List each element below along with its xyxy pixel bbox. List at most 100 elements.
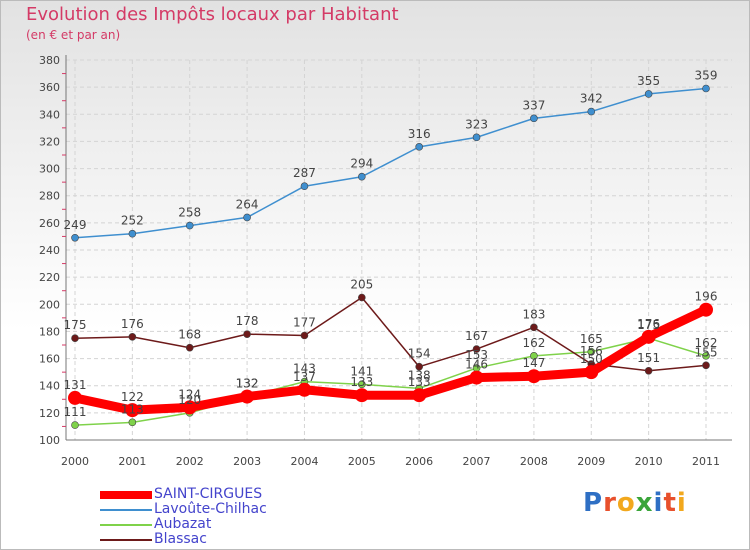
- x-tick-label: 2011: [692, 455, 720, 468]
- data-point: [644, 90, 653, 98]
- x-tick-label: 2004: [290, 455, 318, 468]
- y-tick-label: 180: [39, 325, 60, 338]
- data-label: 133: [408, 375, 431, 389]
- data-point: [358, 380, 366, 389]
- data-label: 323: [465, 117, 488, 131]
- data-point: [587, 347, 596, 356]
- y-tick-label: 300: [39, 163, 60, 176]
- data-point: [644, 366, 653, 375]
- logo-letter: o: [616, 488, 636, 518]
- y-tick-label: 200: [39, 298, 60, 311]
- y-tick-label: 220: [39, 271, 60, 284]
- data-label: 196: [695, 290, 718, 304]
- logo-letter: i: [676, 488, 687, 518]
- data-label: 147: [522, 356, 545, 370]
- series-line-0: [70, 305, 711, 415]
- data-point: [526, 369, 541, 384]
- data-point: [415, 143, 423, 151]
- data-point: [415, 362, 423, 371]
- data-label: 176: [121, 317, 144, 331]
- data-label: 141: [350, 364, 373, 378]
- y-tick-label: 160: [39, 353, 60, 366]
- data-label: 258: [178, 206, 201, 220]
- data-point: [584, 365, 599, 380]
- data-label: 342: [580, 92, 603, 106]
- data-label: 111: [64, 405, 87, 419]
- proxiti-logo: Proxiti: [583, 488, 687, 518]
- x-tick-label: 2010: [635, 455, 663, 468]
- legend-item: Aubazat: [100, 516, 400, 532]
- data-label: 143: [293, 362, 316, 376]
- data-point: [128, 229, 137, 238]
- data-label: 162: [695, 336, 718, 350]
- data-label: 162: [522, 336, 545, 350]
- data-point: [182, 400, 197, 415]
- data-point: [702, 84, 710, 93]
- logo-letter: r: [603, 488, 617, 518]
- data-label: 178: [236, 314, 259, 328]
- data-point: [300, 182, 309, 191]
- series-line-1: [74, 87, 707, 239]
- data-point: [530, 352, 538, 360]
- x-tick-label: 2005: [348, 455, 376, 468]
- data-point: [641, 329, 656, 344]
- data-point: [128, 418, 137, 427]
- data-point: [358, 172, 366, 181]
- logo-letter: t: [663, 488, 677, 518]
- data-label: 113: [121, 402, 144, 416]
- data-point: [702, 352, 710, 360]
- data-label: 359: [695, 69, 718, 83]
- x-tick-label: 2007: [463, 455, 491, 468]
- y-tick-label: 360: [39, 81, 60, 94]
- data-point: [530, 323, 538, 332]
- chart-title: Evolution des Impôts locaux par Habitant: [26, 4, 399, 25]
- data-label: 155: [695, 345, 718, 359]
- logo-letter: x: [635, 488, 654, 518]
- x-tick-label: 2000: [61, 455, 89, 468]
- data-label: 175: [64, 318, 87, 332]
- data-point: [472, 345, 481, 353]
- x-tick-label: 2006: [405, 455, 433, 468]
- data-point: [125, 403, 140, 418]
- data-label: 176: [637, 317, 660, 331]
- data-point: [412, 388, 427, 403]
- data-label: 205: [350, 278, 373, 292]
- legend-label: Blassac: [154, 531, 207, 547]
- data-label: 131: [64, 378, 87, 392]
- data-point: [243, 330, 251, 338]
- legend-item: SAINT-CIRGUES: [100, 486, 400, 502]
- data-label: 132: [236, 377, 259, 391]
- legend-label: SAINT-CIRGUES: [154, 486, 263, 502]
- logo-letter: P: [583, 488, 604, 518]
- x-tick-label: 2008: [520, 455, 548, 468]
- x-tick-label: 2002: [176, 455, 204, 468]
- data-point: [71, 421, 79, 429]
- data-label: 150: [580, 352, 603, 366]
- data-label: 132: [236, 377, 259, 391]
- data-point: [587, 107, 596, 116]
- data-label: 294: [350, 157, 373, 171]
- y-tick-label: 380: [39, 54, 60, 67]
- y-tick-label: 100: [39, 434, 60, 447]
- data-label: 156: [580, 344, 603, 358]
- data-label: 153: [465, 348, 488, 362]
- y-tick-label: 140: [39, 380, 60, 393]
- y-tick-label: 120: [39, 407, 60, 420]
- data-point: [472, 133, 481, 142]
- data-point: [185, 343, 194, 352]
- data-point: [702, 361, 710, 370]
- legend-swatch: [100, 524, 152, 526]
- data-label: 146: [465, 358, 488, 372]
- data-label: 183: [522, 307, 545, 321]
- y-tick-label: 260: [39, 217, 60, 230]
- x-tick-label: 2003: [233, 455, 261, 468]
- data-point: [128, 333, 137, 341]
- data-point: [358, 293, 366, 302]
- data-label: 355: [637, 74, 660, 88]
- data-point: [530, 114, 538, 123]
- legend-swatch: [100, 491, 152, 499]
- series-line-2: [74, 337, 707, 426]
- y-tick-label: 280: [39, 190, 60, 203]
